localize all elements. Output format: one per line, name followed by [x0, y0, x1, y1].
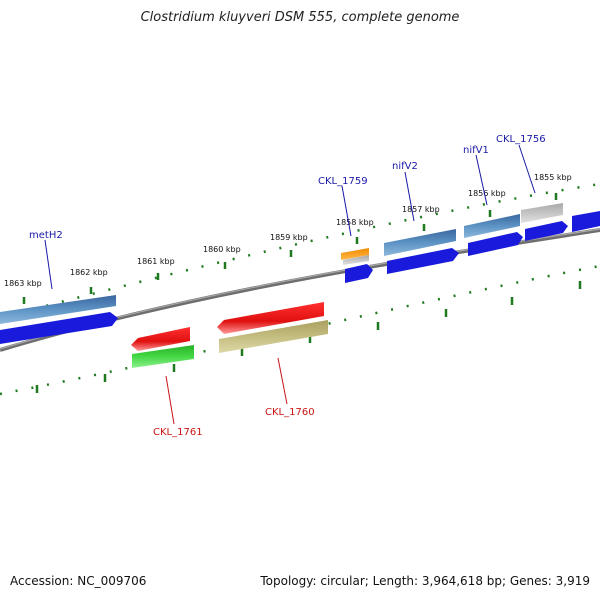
gene-nifV2	[384, 229, 456, 256]
tick-label-1861: 1861 kbp	[137, 257, 175, 266]
map-title: Clostridium kluyveri DSM 555, complete g…	[140, 10, 460, 25]
topology-text: Topology: circular; Length: 3,964,618 bp…	[260, 574, 590, 588]
outer-tick-track	[0, 182, 600, 320]
cds-CKL_1761	[131, 327, 190, 351]
reverse-genes	[131, 302, 328, 368]
tick-label-1856: 1856 kbp	[468, 189, 506, 198]
label-CKL_1759: CKL_1759	[318, 176, 368, 187]
label-CKL_1756: CKL_1756	[496, 134, 546, 145]
gene-CKL_1761	[132, 345, 194, 368]
inner-major-ticks	[35, 281, 582, 393]
cds-CKL_1760	[217, 302, 324, 334]
tick-label-1860: 1860 kbp	[203, 245, 241, 254]
cds-nifV2	[387, 248, 459, 274]
gene-CKL_1760	[219, 320, 328, 353]
label-CKL_1761: CKL_1761	[153, 427, 203, 438]
tick-label-1862: 1862 kbp	[70, 268, 108, 277]
gene-labels: metH2 CKL_1759 nifV2 nifV1 CKL_1756 CKL_…	[29, 134, 546, 438]
tick-label-1859: 1859 kbp	[270, 233, 308, 242]
genome-map-canvas: 1863 kbp 1862 kbp 1861 kbp 1860 kbp 1859…	[0, 134, 600, 438]
label-CKL_1760: CKL_1760	[265, 407, 315, 418]
label-leaders	[44, 144, 536, 425]
accession-text: Accession: NC_009706	[10, 574, 147, 588]
gene-metH2	[0, 295, 116, 324]
forward-genes	[0, 203, 600, 344]
label-nifV2: nifV2	[392, 161, 418, 172]
cds-CKL_1759	[345, 264, 373, 283]
cds-CKL_1756	[525, 221, 568, 241]
label-metH2: metH2	[29, 230, 63, 241]
cds-edge	[572, 211, 600, 232]
tick-labels: 1863 kbp 1862 kbp 1861 kbp 1860 kbp 1859…	[4, 173, 572, 288]
cds-metH2	[0, 312, 118, 344]
label-nifV1: nifV1	[463, 145, 489, 156]
gene-CKL_1759	[341, 248, 369, 260]
inner-tick-track	[0, 264, 600, 396]
cds-nifV1	[468, 232, 523, 256]
tick-label-1863: 1863 kbp	[4, 279, 42, 288]
gene-CKL_1756	[521, 203, 563, 223]
tick-label-1855: 1855 kbp	[534, 173, 572, 182]
gene-nifV1	[464, 214, 520, 238]
outer-major-ticks	[22, 193, 558, 304]
tick-label-1858: 1858 kbp	[336, 218, 374, 227]
tick-label-1857: 1857 kbp	[402, 205, 440, 214]
